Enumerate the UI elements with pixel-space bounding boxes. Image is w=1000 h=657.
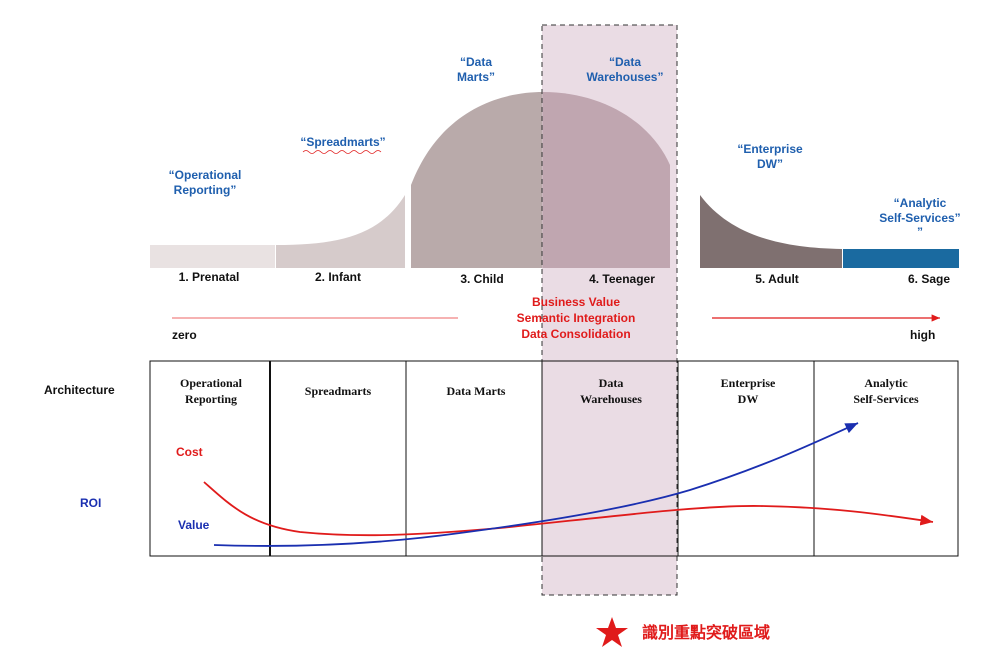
child-shape [411, 92, 543, 268]
column-header: Data Marts [447, 384, 506, 398]
prenatal-shape [150, 245, 275, 268]
stage-quote: “Enterprise DW” [737, 142, 803, 171]
stage-quote: “Data Warehouses” [587, 55, 664, 84]
sage-shape [843, 249, 959, 268]
stage-label: 4. Teenager [589, 272, 655, 286]
column-header: Spreadmarts [305, 384, 372, 398]
value-label: Value [178, 518, 210, 532]
cost-label: Cost [176, 445, 203, 459]
spell-underline [302, 150, 382, 154]
stage-label: 1. Prenatal [179, 270, 240, 284]
row-label: Architecture [44, 383, 115, 397]
stage-label: 3. Child [460, 272, 503, 286]
adult-shape [700, 195, 842, 268]
roi-label: ROI [80, 496, 101, 510]
column-header: Enterprise DW [721, 376, 776, 406]
scale-low: zero [172, 328, 197, 342]
value-curve [213, 422, 859, 547]
stage-label: 6. Sage [908, 272, 950, 286]
architecture-table [149, 360, 959, 557]
stage-quote: “Data Marts” [457, 55, 495, 84]
cost-curve [203, 481, 934, 537]
scale-high: high [910, 328, 935, 342]
infant-shape [276, 195, 405, 268]
star-icon [596, 617, 628, 647]
column-header: Operational Reporting [180, 376, 243, 406]
stage-quote: “Analytic Self-Services”” [879, 196, 960, 239]
stage-label: 5. Adult [755, 272, 799, 286]
stage-quote: “Operational Reporting” [169, 168, 242, 197]
column-header: Analytic Self-Services [853, 376, 919, 406]
highlight-label: 識別重點突破區域 [642, 623, 770, 642]
stage-label: 2. Infant [315, 270, 361, 284]
stage-quote: “Spreadmarts” [300, 135, 385, 149]
value-drivers: Business Value Semantic Integration Data C… [517, 295, 636, 341]
column-header: Data Warehouses [580, 376, 642, 406]
